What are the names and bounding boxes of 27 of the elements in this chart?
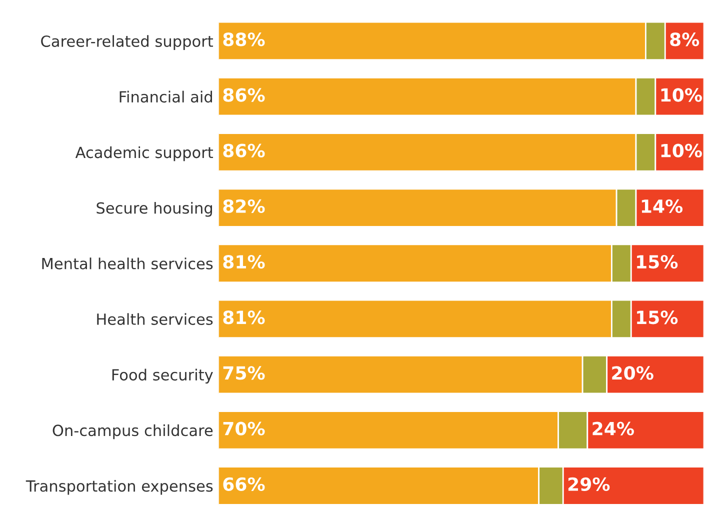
data-label: 81% — [223, 254, 265, 269]
data-label: 81% — [223, 310, 265, 324]
y-tick-label: Academic support — [75, 146, 214, 162]
data-label: 10% — [661, 88, 702, 102]
data-label: 82% — [223, 199, 265, 214]
data-label: 70% — [223, 422, 265, 436]
data-label: 24% — [592, 422, 634, 436]
y-tick-label: Career-related support — [41, 35, 214, 50]
y-tick-label: Mental health services — [42, 258, 213, 270]
data-label: 14% — [642, 199, 683, 214]
data-label: 75% — [223, 366, 265, 380]
y-tick-label: Financial aid — [120, 90, 212, 103]
data-label: 15% — [637, 254, 678, 269]
data-label: 86% — [223, 144, 265, 158]
y-tick-label: On-campus childcare — [52, 424, 213, 440]
y-tick-label: Food security — [112, 368, 213, 384]
data-label: 15% — [637, 310, 678, 324]
data-label: 29% — [568, 477, 610, 491]
data-label: 8% — [670, 32, 700, 46]
y-tick-label: Secure housing — [96, 202, 212, 217]
data-label: 10% — [661, 144, 702, 158]
data-label: 20% — [612, 366, 654, 380]
data-label: 66% — [223, 477, 265, 491]
data-label: 88% — [223, 32, 265, 46]
y-tick-label: Health services — [97, 313, 213, 325]
y-tick-label: Transportation expenses — [26, 480, 213, 495]
data-label: 86% — [223, 88, 265, 102]
